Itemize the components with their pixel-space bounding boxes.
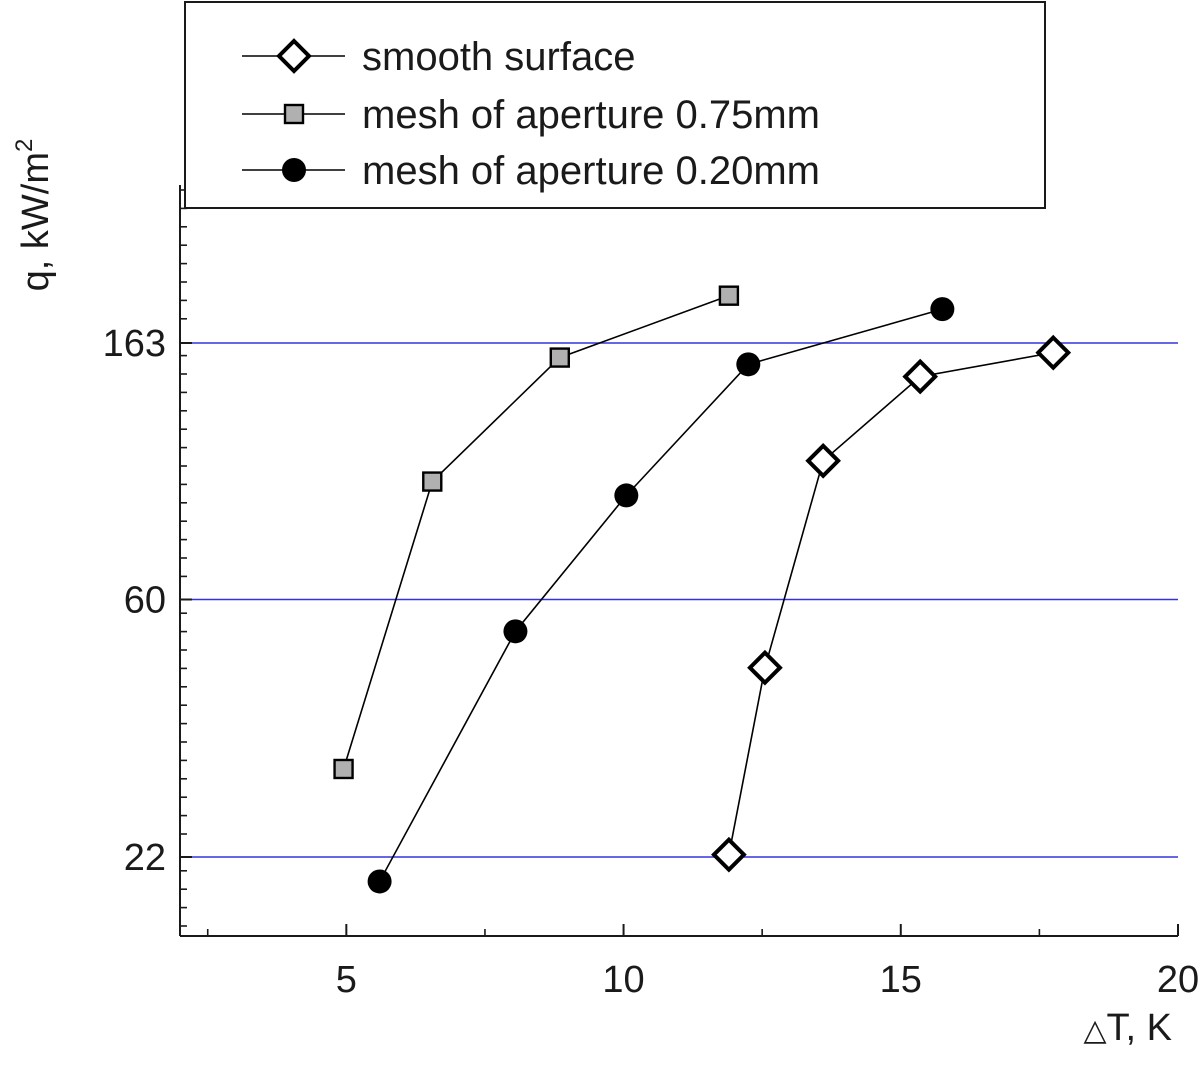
- ticks-layer: 5 10 15 20 22 60 163: [103, 189, 1199, 1001]
- x-tick-label: 5: [336, 959, 357, 1001]
- data-point-diamond: [711, 836, 747, 873]
- data-point-diamond: [805, 442, 841, 479]
- x-axis-label: T, K: [1107, 1007, 1172, 1049]
- data-point-square: [718, 285, 740, 306]
- legend-item: smooth surface: [242, 35, 635, 79]
- x-tick-label: 20: [1157, 959, 1199, 1001]
- data-point-diamond: [276, 38, 312, 74]
- svg-text:q, kW/m2: q, kW/m2: [11, 139, 57, 292]
- data-point-diamond: [902, 358, 939, 395]
- y-tick-label: 22: [124, 837, 166, 879]
- data-point-circle: [736, 352, 761, 377]
- x-tick-label: 15: [880, 959, 922, 1001]
- series-line: [728, 351, 1054, 855]
- legend-box: [184, 1, 1046, 209]
- data-point-square: [283, 103, 305, 125]
- data-point-square: [549, 347, 570, 368]
- legend-item: mesh of aperture 0.75mm: [242, 93, 820, 137]
- data-point-square: [422, 471, 443, 492]
- data-point-circle: [930, 297, 955, 322]
- series-layer: [333, 285, 1072, 894]
- data-point-circle: [367, 869, 392, 894]
- series-line: [378, 308, 943, 882]
- legend-label: mesh of aperture 0.75mm: [362, 93, 820, 137]
- series-2: [333, 285, 740, 780]
- data-point-diamond: [747, 649, 783, 686]
- data-point-diamond: [1035, 334, 1072, 371]
- legend: smooth surface mesh of aperture 0.75mm mes…: [184, 1, 1046, 209]
- legend-label: mesh of aperture 0.20mm: [362, 149, 820, 193]
- y-tick-label: 60: [124, 580, 166, 622]
- axes-layer: [179, 185, 1178, 937]
- data-point-circle: [614, 483, 639, 508]
- x-tick-label: 10: [602, 959, 644, 1001]
- y-axis-label: q, kW/m: [15, 152, 57, 291]
- legend-item: mesh of aperture 0.20mm: [242, 149, 820, 193]
- series-line: [342, 294, 730, 770]
- data-point-square: [333, 758, 354, 780]
- series-1: [711, 334, 1072, 873]
- x-axis-title: △T, K: [1083, 1007, 1172, 1049]
- grid-layer: [180, 342, 1178, 858]
- y-axis-title: q, kW/m2: [11, 139, 57, 292]
- y-axis-label-superscript: 2: [11, 139, 38, 152]
- legend-label: smooth surface: [362, 35, 635, 79]
- data-point-circle: [282, 158, 306, 182]
- series-3: [367, 297, 955, 894]
- y-tick-label: 163: [103, 323, 166, 365]
- data-point-circle: [503, 619, 528, 644]
- delta-symbol: △: [1083, 1014, 1106, 1047]
